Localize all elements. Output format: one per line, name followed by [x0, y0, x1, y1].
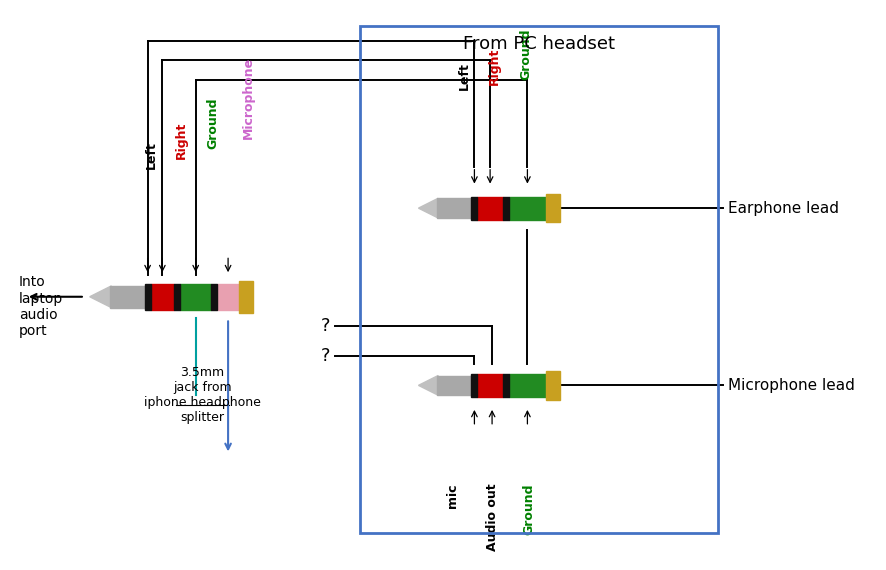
- Bar: [180, 284, 212, 310]
- Bar: [471, 197, 478, 219]
- Bar: [175, 284, 180, 310]
- Bar: [111, 286, 144, 308]
- Text: Earphone lead: Earphone lead: [727, 201, 839, 215]
- Bar: [217, 284, 239, 310]
- Text: 3.5mm
jack from
iphone headphone
splitter: 3.5mm jack from iphone headphone splitte…: [144, 366, 261, 424]
- Bar: [478, 197, 503, 219]
- Text: Left: Left: [458, 62, 471, 90]
- Text: From PC headset: From PC headset: [462, 35, 615, 52]
- Bar: [471, 374, 478, 397]
- Bar: [503, 197, 509, 219]
- Bar: [212, 284, 217, 310]
- Bar: [437, 376, 471, 395]
- Text: Audio out: Audio out: [486, 484, 499, 551]
- Text: Into
laptop
audio
port: Into laptop audio port: [19, 275, 63, 338]
- Text: Ground: Ground: [206, 97, 219, 149]
- Bar: [546, 194, 560, 222]
- Text: Right: Right: [487, 48, 501, 85]
- Bar: [144, 284, 151, 310]
- Bar: [437, 198, 471, 218]
- Polygon shape: [89, 286, 112, 308]
- Bar: [509, 374, 546, 397]
- Text: Right: Right: [175, 121, 188, 159]
- Text: Left: Left: [145, 141, 158, 169]
- Text: Ground: Ground: [519, 28, 532, 80]
- Bar: [478, 374, 503, 397]
- Text: Ground: Ground: [522, 484, 535, 535]
- Bar: [239, 281, 253, 312]
- Polygon shape: [418, 198, 438, 218]
- Bar: [546, 371, 560, 400]
- Text: ?: ?: [321, 347, 330, 365]
- Text: Microphone: Microphone: [242, 57, 255, 139]
- Text: ?: ?: [321, 317, 330, 335]
- Polygon shape: [418, 376, 438, 395]
- Bar: [151, 284, 175, 310]
- Text: Microphone lead: Microphone lead: [727, 378, 854, 393]
- Bar: [509, 197, 546, 219]
- Text: mic: mic: [447, 484, 459, 508]
- Bar: [503, 374, 509, 397]
